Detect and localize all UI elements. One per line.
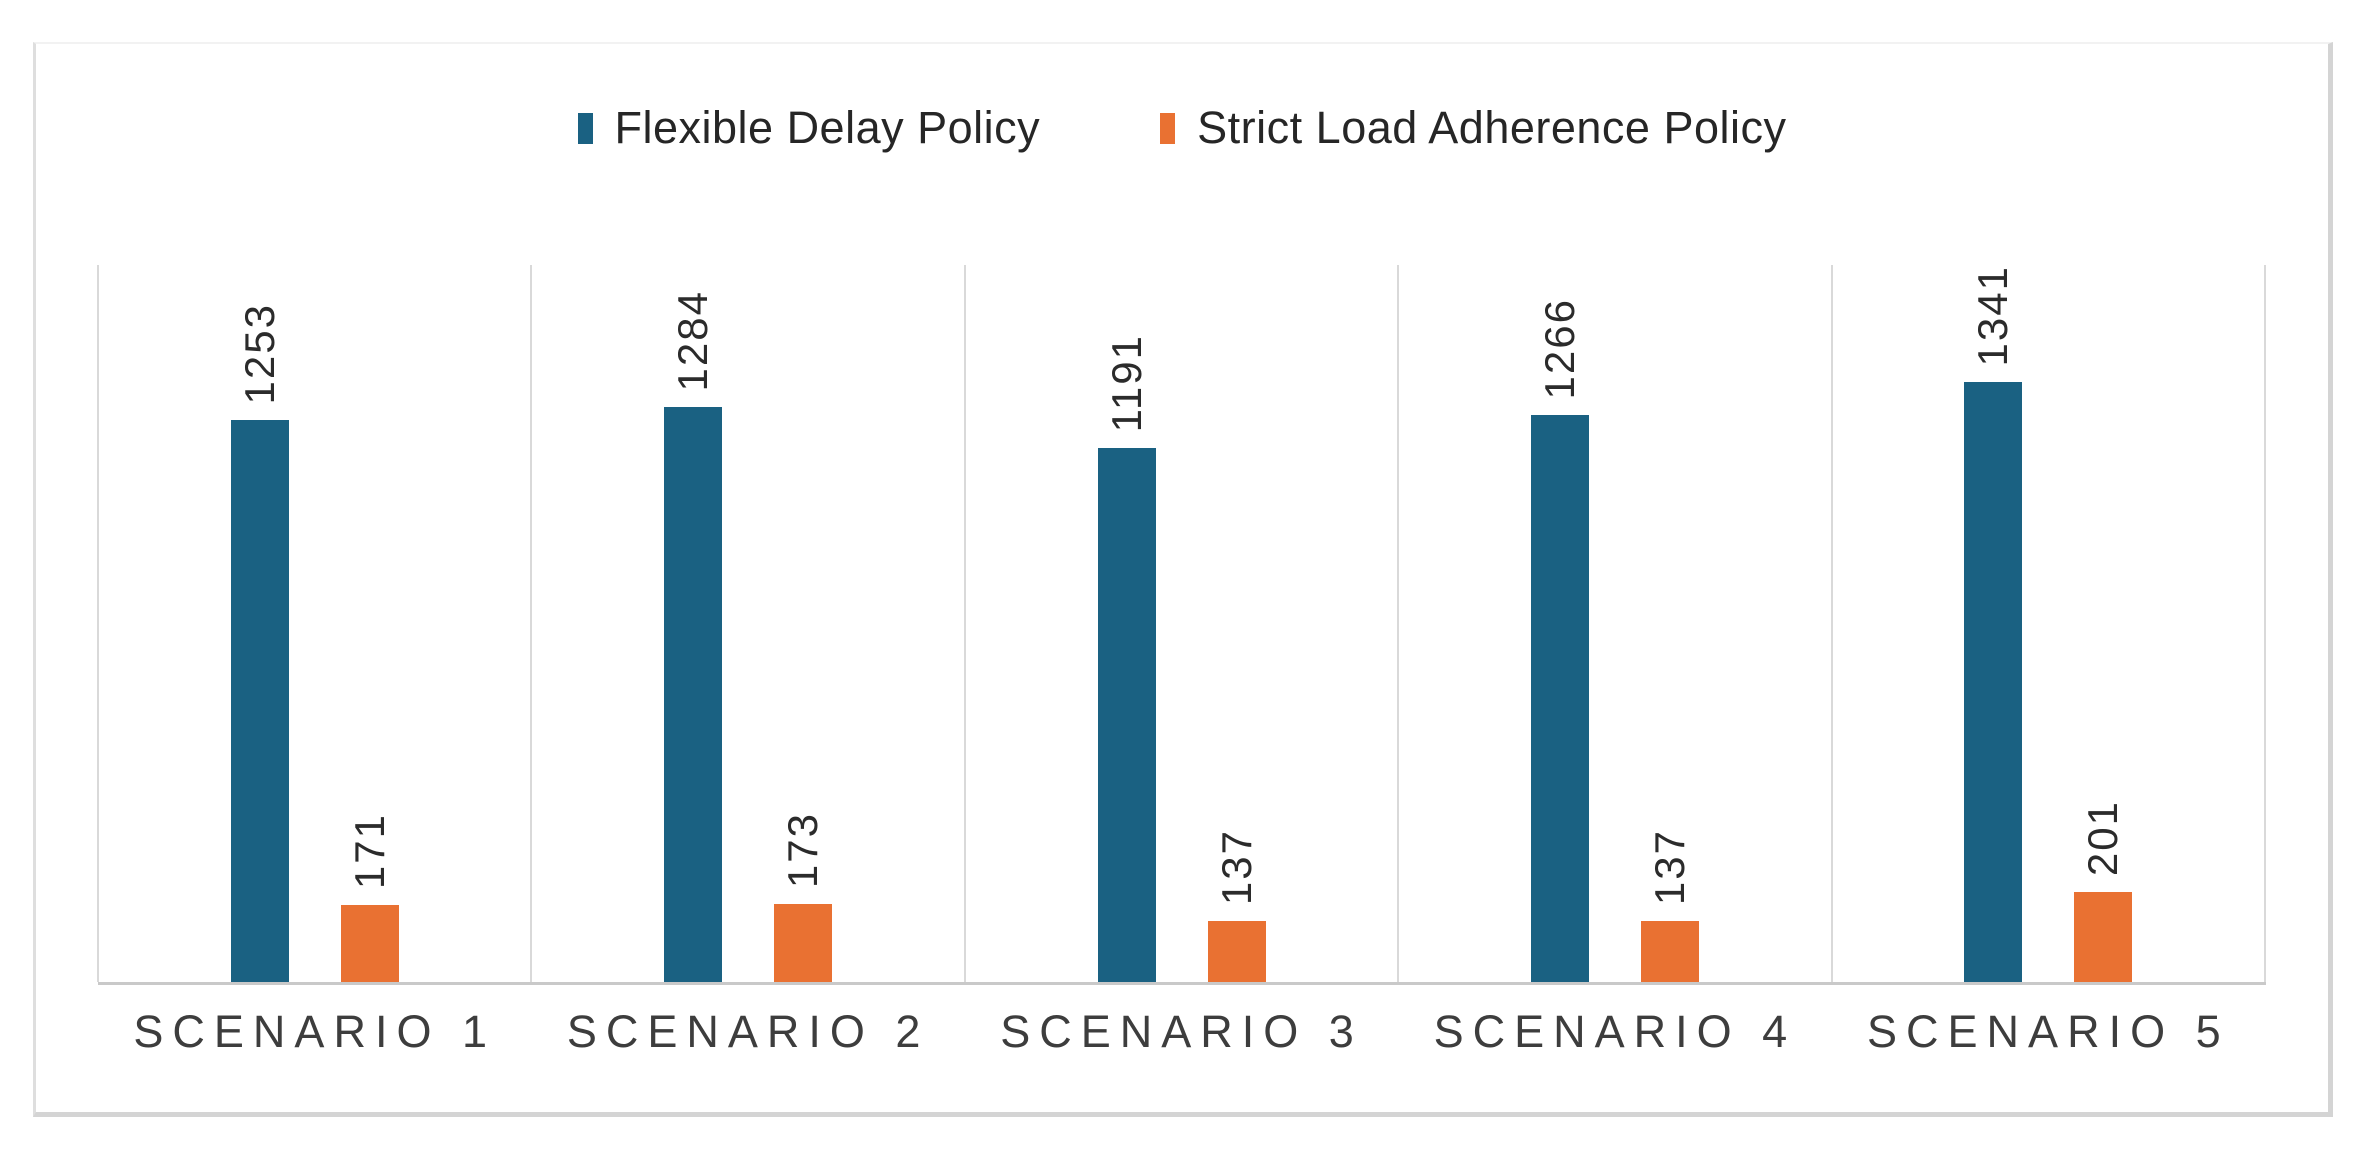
data-label: 173 bbox=[779, 811, 827, 888]
legend-marker-orange bbox=[1160, 112, 1176, 144]
bar-wrap: 1266 bbox=[1530, 265, 1589, 982]
bar-series1-cat4 bbox=[1530, 415, 1589, 982]
vertical-gridline bbox=[963, 265, 966, 982]
chart-frame: Flexible Delay Policy Strict Load Adhere… bbox=[33, 42, 2333, 1117]
bar-pair: 1253 171 bbox=[230, 265, 399, 982]
data-label: 137 bbox=[1212, 828, 1260, 905]
bar-wrap: 201 bbox=[2074, 265, 2133, 982]
vertical-gridline bbox=[1397, 265, 1400, 982]
bar-series2-cat1 bbox=[340, 905, 399, 982]
bar-wrap: 1284 bbox=[664, 265, 723, 982]
bar-pair: 1341 201 bbox=[1964, 265, 2133, 982]
category-label-1: SCENARIO 1 bbox=[133, 1006, 496, 1057]
bar-wrap: 137 bbox=[1640, 265, 1699, 982]
bar-pair: 1191 137 bbox=[1097, 265, 1266, 982]
bar-series1-cat1 bbox=[230, 420, 289, 982]
bar-wrap: 137 bbox=[1207, 265, 1266, 982]
bar-series2-cat2 bbox=[774, 904, 833, 982]
vertical-gridline bbox=[530, 265, 533, 982]
category-axis-labels: SCENARIO 1 SCENARIO 2 SCENARIO 3 SCENARIO 4… bbox=[98, 1006, 2265, 1058]
bar-series1-cat2 bbox=[664, 407, 723, 982]
category-label-3: SCENARIO 3 bbox=[1000, 1006, 1363, 1057]
bar-group-1: 1253 171 bbox=[98, 265, 531, 982]
bar-series2-cat5 bbox=[2074, 892, 2133, 982]
x-axis-line bbox=[98, 982, 2266, 985]
bar-wrap: 171 bbox=[340, 265, 399, 982]
bar-wrap: 173 bbox=[774, 265, 833, 982]
category-label-2: SCENARIO 2 bbox=[566, 1006, 930, 1057]
legend-marker-blue bbox=[577, 112, 593, 144]
data-label: 1284 bbox=[669, 289, 717, 391]
category-label-5: SCENARIO 5 bbox=[1867, 1006, 2230, 1057]
bar-series2-cat3 bbox=[1207, 921, 1266, 982]
bar-groups: 1253 171 1284 173 1191 137 1266 137 1341 201 bbox=[98, 265, 2265, 982]
data-label: 1253 bbox=[235, 302, 283, 404]
vertical-gridline bbox=[1830, 265, 1833, 982]
vertical-gridline bbox=[97, 265, 99, 982]
bar-series2-cat4 bbox=[1640, 921, 1699, 982]
bar-wrap: 1253 bbox=[230, 265, 289, 982]
legend-item-flexible-delay-policy: Flexible Delay Policy bbox=[577, 102, 1041, 154]
data-label: 171 bbox=[345, 812, 393, 889]
bar-wrap: 1191 bbox=[1097, 265, 1156, 982]
bar-group-5: 1341 201 bbox=[1832, 265, 2265, 982]
legend-label-strict-load-adherence-policy: Strict Load Adherence Policy bbox=[1197, 102, 1787, 153]
bar-group-4: 1266 137 bbox=[1398, 265, 1831, 982]
bar-group-3: 1191 137 bbox=[965, 265, 1398, 982]
bar-pair: 1284 173 bbox=[664, 265, 833, 982]
bar-wrap: 1341 bbox=[1964, 265, 2023, 982]
data-label: 1341 bbox=[1969, 265, 2017, 367]
data-label: 1191 bbox=[1102, 333, 1150, 432]
category-label-4: SCENARIO 4 bbox=[1433, 1006, 1797, 1057]
data-label: 1266 bbox=[1535, 297, 1583, 399]
data-label: 201 bbox=[2079, 799, 2127, 876]
chart-legend: Flexible Delay Policy Strict Load Adhere… bbox=[36, 102, 2328, 154]
plot-area: 1253 171 1284 173 1191 137 1266 137 1341 201 bbox=[97, 265, 2266, 985]
data-label: 137 bbox=[1645, 828, 1693, 905]
bar-series1-cat5 bbox=[1964, 382, 2023, 982]
vertical-gridline bbox=[2264, 265, 2266, 982]
bar-series1-cat3 bbox=[1097, 448, 1156, 982]
bar-pair: 1266 137 bbox=[1530, 265, 1699, 982]
legend-item-strict-load-adherence-policy: Strict Load Adherence Policy bbox=[1160, 102, 1786, 154]
legend-label-flexible-delay-policy: Flexible Delay Policy bbox=[614, 102, 1041, 153]
bar-group-2: 1284 173 bbox=[531, 265, 964, 982]
